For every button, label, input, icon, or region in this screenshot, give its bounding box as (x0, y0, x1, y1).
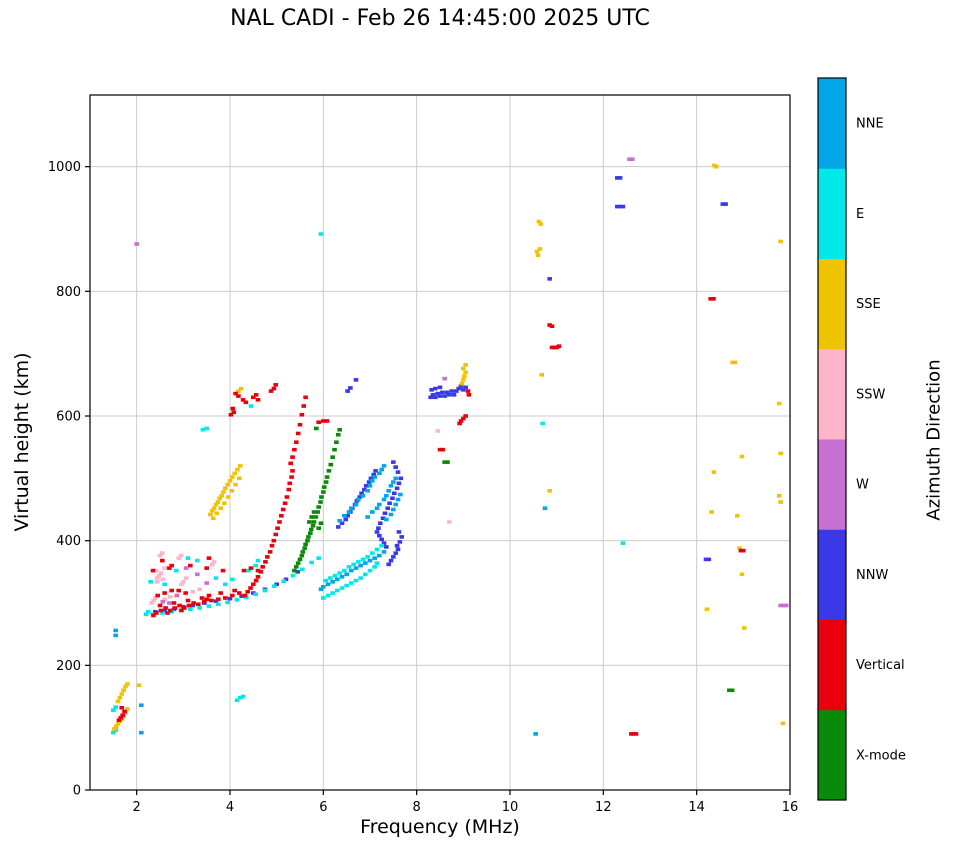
colorbar-segment-SSW (818, 348, 846, 440)
series-SSE (111, 163, 786, 731)
x-tick-label: 8 (413, 800, 421, 815)
axis-ticks: 2 4 6 8 10 12 14 16 0 200 400 600 800 1000 (48, 160, 798, 815)
x-tick-label: 10 (502, 800, 519, 815)
colorbar-segment-NNE (818, 78, 846, 169)
y-tick-label: 0 (73, 784, 81, 799)
x-tick-label: 12 (595, 800, 612, 815)
x-tick-label: 14 (688, 800, 705, 815)
x-tick-label: 6 (319, 800, 327, 815)
series-NNW (153, 176, 728, 614)
series-NNE (113, 464, 548, 736)
colorbar-segment-label: W (856, 478, 869, 493)
colorbar: X-mode Vertical NNW W SSW SSE E NNE (817, 77, 906, 801)
colorbar-segment-label: Vertical (856, 658, 905, 673)
y-tick-label: 400 (56, 534, 81, 549)
colorbar-segment-E (818, 168, 846, 259)
colorbar-segment-label: SSW (856, 387, 886, 402)
x-tick-label: 4 (226, 800, 234, 815)
x-tick-label: 2 (133, 800, 141, 815)
colorbar-segment-Vertical (818, 619, 846, 711)
y-tick-label: 600 (56, 410, 81, 425)
chart-title: NAL CADI - Feb 26 14:45:00 2025 UTC (230, 6, 650, 31)
colorbar-segment-label: NNW (856, 568, 888, 583)
series-SSW (149, 429, 452, 605)
colorbar-segment-label: X-mode (856, 748, 906, 763)
series-X-mode (292, 426, 735, 693)
colorbar-border (817, 77, 847, 801)
y-tick-label: 1000 (48, 160, 81, 175)
colorbar-segment-label: SSE (856, 297, 881, 312)
series-W (134, 157, 789, 608)
colorbar-segment-SSE (818, 258, 846, 350)
x-tick-label: 16 (782, 800, 799, 815)
colorbar-segment-label: NNE (856, 117, 884, 132)
colorbar-segment-NNW (818, 529, 846, 620)
colorbar-segment-label: E (856, 207, 864, 222)
y-tick-label: 800 (56, 285, 81, 300)
y-tick-label: 200 (56, 659, 81, 674)
plot-border (89, 94, 791, 791)
colorbar-segment-X-mode (818, 709, 846, 801)
grid-lines (90, 95, 791, 791)
x-axis-label: Frequency (MHz) (360, 816, 520, 838)
colorbar-segment-W (818, 439, 846, 530)
series-Vertical (116, 297, 746, 736)
